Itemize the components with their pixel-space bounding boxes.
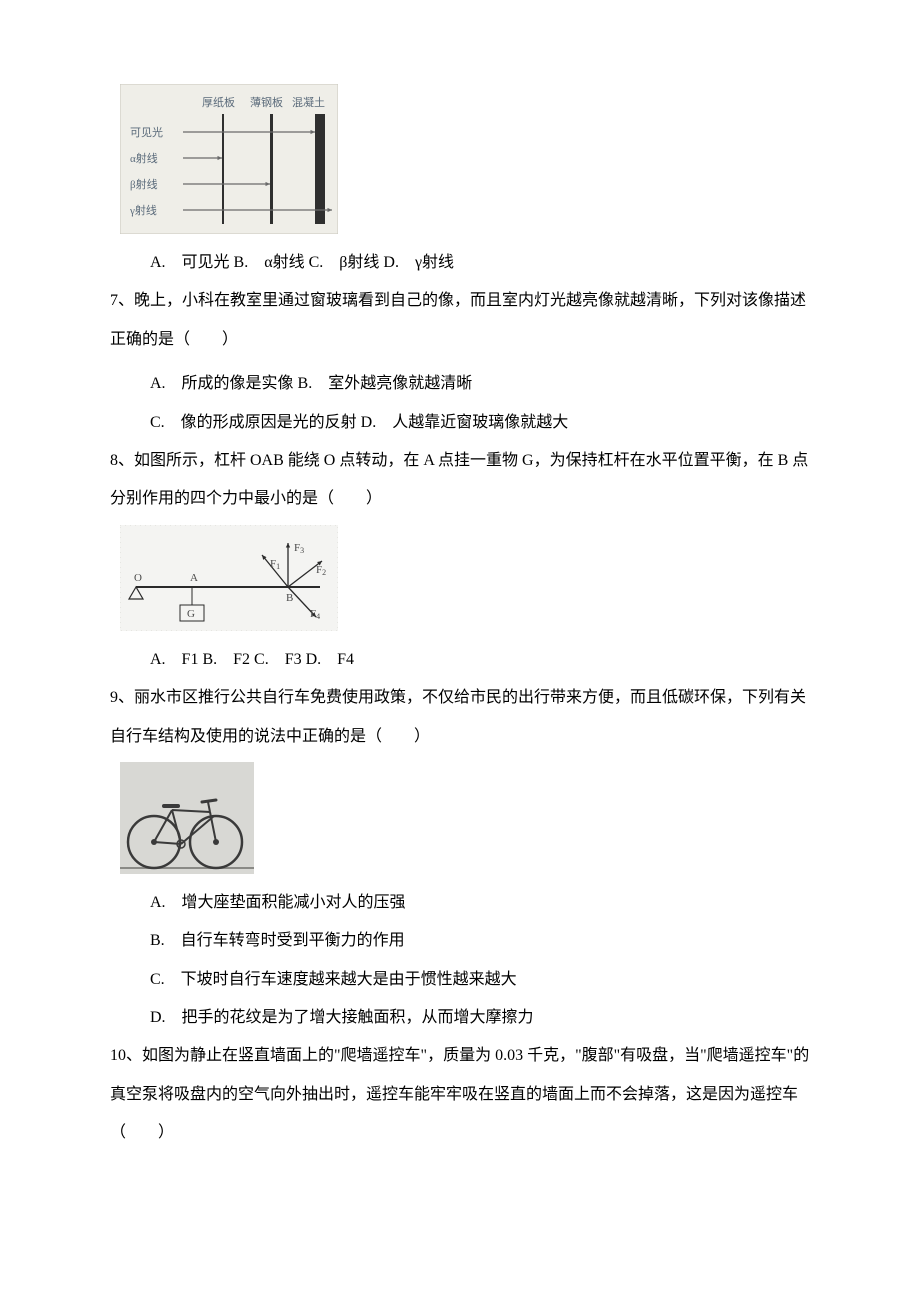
svg-text:厚纸板: 厚纸板	[202, 95, 235, 109]
svg-text:O: O	[134, 572, 142, 584]
svg-text:β射线: β射线	[130, 177, 158, 191]
svg-text:B: B	[286, 592, 293, 604]
q9-option-b: B. 自行车转弯时受到平衡力的作用	[110, 922, 820, 960]
fig-q6-radiation: 厚纸板 薄钢板混凝土可见光 α射线 β射线 γ射线	[120, 84, 820, 234]
q6-options: A. 可见光 B. α射线 C. β射线 D. γ射线	[110, 244, 820, 282]
svg-text:α射线: α射线	[130, 151, 158, 165]
fig-q8-lever: OABGF1F2F3F4	[120, 525, 820, 631]
q7-text: 7、晚上，小科在教室里通过窗玻璃看到自己的像，而且室内灯光越亮像就越清晰，下列对…	[110, 282, 820, 359]
q8-text: 8、如图所示，杠杆 OAB 能绕 O 点转动，在 A 点挂一重物 G，为保持杠杆…	[110, 442, 820, 519]
q10-text: 10、如图为静止在竖直墙面上的"爬墙遥控车"，质量为 0.03 千克，"腹部"有…	[110, 1037, 820, 1152]
q9-option-d: D. 把手的花纹是为了增大接触面积，从而增大摩擦力	[110, 999, 820, 1037]
q7-options-line1: A. 所成的像是实像 B. 室外越亮像就越清晰	[110, 365, 820, 403]
svg-text:A: A	[190, 572, 198, 584]
q7-options-line2: C. 像的形成原因是光的反射 D. 人越靠近窗玻璃像就越大	[110, 404, 820, 442]
svg-text:混凝土: 混凝土	[292, 95, 325, 109]
svg-text:可见光: 可见光	[130, 125, 163, 139]
q9-text: 9、丽水市区推行公共自行车免费使用政策，不仅给市民的出行带来方便，而且低碳环保，…	[110, 679, 820, 756]
q9-option-c: C. 下坡时自行车速度越来越大是由于惯性越来越大	[110, 961, 820, 999]
svg-text:G: G	[187, 608, 195, 620]
svg-text:γ射线: γ射线	[129, 203, 157, 217]
q9-option-a: A. 增大座垫面积能减小对人的压强	[110, 884, 820, 922]
q8-options: A. F1 B. F2 C. F3 D. F4	[110, 641, 820, 679]
fig-q9-bicycle	[120, 762, 820, 874]
svg-text:薄钢板: 薄钢板	[250, 95, 283, 109]
